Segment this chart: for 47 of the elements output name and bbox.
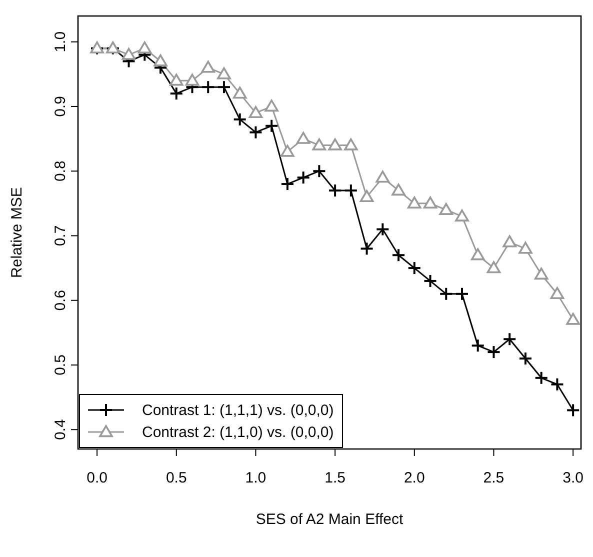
y-tick-label: 0.4 [52, 419, 69, 440]
x-tick-label: 3.0 [562, 470, 584, 487]
y-tick-label: 0.5 [52, 354, 69, 376]
point [185, 74, 200, 86]
point [201, 60, 216, 73]
point [122, 48, 136, 60]
point [439, 202, 454, 215]
point [470, 248, 485, 260]
point [344, 138, 358, 150]
point [518, 242, 532, 254]
y-tick-label: 0.8 [52, 160, 69, 182]
x-axis-title: SES of A2 Main Effect [256, 511, 404, 528]
x-tick-label: 0.5 [166, 470, 187, 487]
x-tick-label: 1.5 [324, 470, 346, 487]
point [264, 100, 278, 112]
point [296, 132, 310, 144]
point [392, 184, 406, 196]
point [217, 67, 231, 80]
point [169, 74, 184, 86]
legend-label: Contrast 2: (1,1,0) vs. (0,0,0) [142, 424, 334, 440]
point [360, 190, 374, 202]
y-tick-label: 1.0 [52, 31, 69, 52]
point [534, 268, 548, 280]
point [232, 86, 247, 99]
point [486, 261, 501, 274]
y-tick-label: 0.7 [52, 225, 69, 246]
x-tick-label: 2.5 [483, 470, 504, 487]
x-tick-label: 2.0 [404, 470, 425, 487]
legend-label: Contrast 1: (1,1,1) vs. (0,0,0) [142, 402, 334, 418]
point [248, 106, 263, 118]
y-tick-label: 0.9 [52, 96, 69, 117]
point [312, 138, 326, 150]
y-tick-label: 0.6 [52, 290, 69, 311]
x-tick-label: 0.0 [86, 470, 108, 487]
point [455, 209, 469, 222]
point [502, 235, 516, 248]
point [407, 196, 422, 209]
point [376, 170, 390, 183]
point [550, 286, 564, 299]
point [566, 312, 580, 325]
point [423, 196, 438, 209]
point [328, 138, 342, 150]
point [138, 41, 152, 54]
x-tick-label: 1.0 [245, 470, 266, 487]
point [280, 144, 294, 157]
point [154, 54, 168, 66]
y-axis-title: Relative MSE [8, 187, 26, 278]
